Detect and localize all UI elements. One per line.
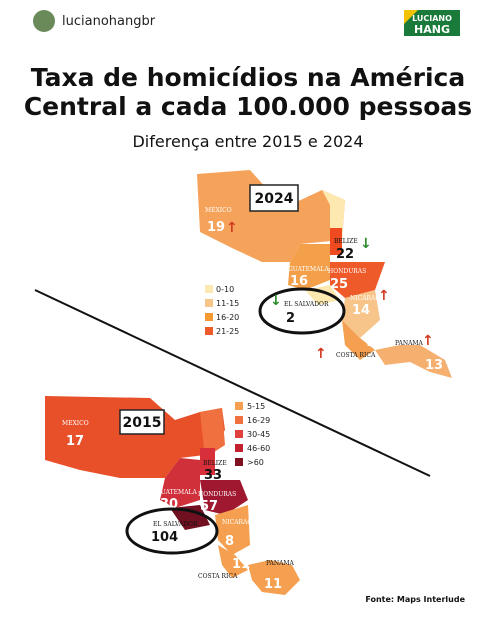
- legend-2024: 0-10 11-15 16-20 21-25: [205, 285, 239, 336]
- country-name: BELIZE: [203, 460, 227, 467]
- country-value: 14: [352, 303, 370, 318]
- mexico: [197, 170, 345, 262]
- yucatan: [322, 190, 345, 240]
- year-box: [119, 409, 165, 435]
- country-value: 19: [207, 220, 225, 235]
- costa-rica: [342, 320, 375, 360]
- panama: [375, 345, 452, 378]
- belize: [330, 228, 342, 255]
- legend-label: 11-15: [216, 299, 239, 308]
- username: lucianohangbr: [62, 14, 156, 29]
- nicaragua: [215, 505, 250, 555]
- country-value: 11: [232, 557, 250, 572]
- country-name: HONDURAS: [198, 491, 236, 498]
- honduras: [200, 480, 248, 515]
- yucatan: [200, 408, 225, 458]
- country-value: 13: [425, 358, 443, 373]
- source: Fonte: Maps Interlude: [365, 595, 465, 604]
- country-value: 11: [264, 577, 282, 592]
- country-name: GUATEMALA: [288, 266, 330, 273]
- country-name: PANAMA: [266, 560, 295, 567]
- legend-label: >60: [247, 458, 264, 467]
- avatar: [33, 10, 55, 32]
- country-name: NICARAGUA: [350, 295, 390, 302]
- country-name: EL SALVADOR: [153, 521, 198, 528]
- country-name: EL SALVADOR: [284, 301, 329, 308]
- highlight: [125, 507, 219, 555]
- country-value: 8: [225, 534, 234, 549]
- country-name: MEXICO: [62, 420, 89, 427]
- legend-label: 5-15: [247, 402, 265, 411]
- subtitle: Diferença entre 2015 e 2024: [132, 132, 363, 151]
- svg-text:↑: ↑: [378, 288, 390, 304]
- honduras: [330, 262, 385, 298]
- mexico: [45, 396, 225, 478]
- year-box: [249, 184, 299, 212]
- country-name: COSTA RICA: [336, 352, 376, 359]
- belize: [200, 448, 215, 475]
- country-value: 57: [200, 499, 218, 514]
- panama: [248, 560, 300, 595]
- country-value: 16: [290, 274, 308, 289]
- guatemala: [288, 244, 330, 290]
- legend-label: 46-60: [247, 444, 270, 453]
- title: Taxa de homicídios na América: [31, 63, 465, 92]
- nicaragua: [342, 290, 380, 338]
- legend-label: 16-29: [247, 416, 270, 425]
- country-name: GUATEMALA: [156, 489, 198, 496]
- country-name: MEXICO: [205, 207, 232, 214]
- legend-label: 21-25: [216, 327, 239, 336]
- country-name: HONDURAS: [328, 268, 366, 275]
- svg-text:↑: ↑: [315, 346, 327, 362]
- country-name: BELIZE: [334, 238, 358, 245]
- divider: [34, 289, 431, 477]
- country-name: NICARAGUA: [222, 519, 262, 526]
- arrows: ↑ ↓ ↓ ↑ ↑ ↑: [226, 220, 434, 362]
- highlight: [258, 287, 346, 335]
- country-value: 33: [204, 468, 222, 483]
- svg-text:↓: ↓: [270, 293, 282, 309]
- svg-text:↓: ↓: [360, 236, 372, 252]
- country-value: 17: [366, 335, 384, 350]
- costa-rica: [218, 545, 248, 578]
- country-value: 25: [330, 277, 348, 292]
- country-value: 17: [66, 434, 84, 449]
- legend-2015: 5-15 16-29 30-45 46-60 >60: [235, 402, 270, 467]
- legend-label: 16-20: [216, 313, 239, 322]
- country-value: 2: [286, 311, 295, 326]
- year: 2015: [123, 415, 162, 431]
- legend-label: 30-45: [247, 430, 270, 439]
- title: Central a cada 100.000 pessoas: [24, 92, 472, 121]
- logo-text: HANG: [414, 23, 450, 36]
- country-value: 22: [336, 247, 354, 262]
- svg-text:↑: ↑: [226, 220, 238, 236]
- country-name: PANAMA: [395, 340, 424, 347]
- map-2015: 2015 MEXICO 17 BELIZE 33 GUATEMALA 30 HO…: [45, 396, 300, 595]
- logo-corner: [404, 10, 418, 24]
- country-value: 104: [151, 530, 178, 545]
- guatemala: [160, 458, 200, 508]
- svg-text:↑: ↑: [422, 333, 434, 349]
- map-2024: 2024 MEXICO 19 BELIZE 22 GUATEMALA 16 HO…: [197, 170, 452, 378]
- el-salvador: [170, 505, 210, 530]
- logo-text: LUCIANO: [412, 14, 452, 23]
- year: 2024: [255, 191, 294, 207]
- country-name: COSTA RICA: [198, 573, 238, 580]
- legend-label: 0-10: [216, 285, 234, 294]
